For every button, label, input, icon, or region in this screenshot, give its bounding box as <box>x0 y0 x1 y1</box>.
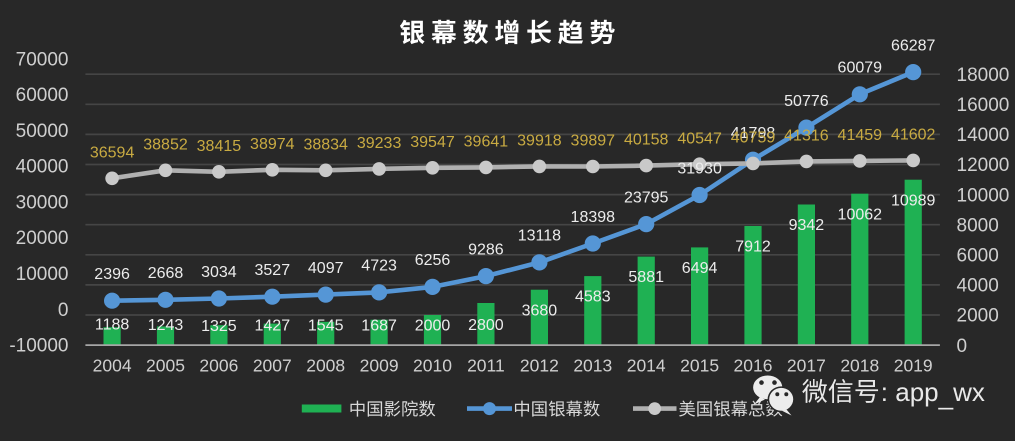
svg-text:0: 0 <box>957 336 968 357</box>
svg-text:2016: 2016 <box>734 356 773 376</box>
svg-text:13118: 13118 <box>518 228 561 245</box>
svg-text:10000: 10000 <box>957 185 1010 206</box>
svg-text:41459: 41459 <box>838 127 883 144</box>
svg-text:18000: 18000 <box>957 65 1010 86</box>
svg-text:41602: 41602 <box>891 127 936 144</box>
svg-text:10000: 10000 <box>16 264 69 285</box>
svg-text:6000: 6000 <box>957 246 999 267</box>
svg-text:4097: 4097 <box>308 260 344 277</box>
svg-text:3527: 3527 <box>255 262 291 279</box>
svg-text:39897: 39897 <box>571 133 616 150</box>
svg-text:5881: 5881 <box>628 269 664 286</box>
svg-text:8000: 8000 <box>957 215 999 236</box>
svg-text:38974: 38974 <box>250 136 295 153</box>
svg-text:2015: 2015 <box>680 356 719 376</box>
svg-text:7912: 7912 <box>735 239 771 256</box>
svg-text:23795: 23795 <box>624 189 669 206</box>
svg-text:2018: 2018 <box>840 356 879 376</box>
svg-text:39641: 39641 <box>464 134 509 151</box>
svg-text:-10000: -10000 <box>9 336 68 357</box>
svg-text:41316: 41316 <box>784 128 829 145</box>
svg-text:39918: 39918 <box>517 133 562 150</box>
svg-text:2014: 2014 <box>627 356 666 376</box>
svg-text:38415: 38415 <box>197 138 242 155</box>
svg-text:2007: 2007 <box>253 356 292 376</box>
svg-text:2008: 2008 <box>306 356 345 376</box>
svg-text:38834: 38834 <box>303 136 348 153</box>
svg-text:40547: 40547 <box>677 130 722 147</box>
svg-text:36594: 36594 <box>90 144 135 161</box>
svg-text:20000: 20000 <box>16 228 69 249</box>
svg-text:16000: 16000 <box>957 95 1010 116</box>
svg-text:31930: 31930 <box>677 160 722 177</box>
svg-text:2013: 2013 <box>573 356 612 376</box>
svg-text:2017: 2017 <box>787 356 826 376</box>
svg-text:2668: 2668 <box>148 265 184 282</box>
svg-text:2019: 2019 <box>894 356 933 376</box>
svg-text:: app_wx: : app_wx <box>881 377 985 411</box>
svg-text:1545: 1545 <box>308 318 344 335</box>
svg-text:2005: 2005 <box>146 356 185 376</box>
svg-text:3680: 3680 <box>522 302 558 319</box>
svg-text:1687: 1687 <box>361 318 397 335</box>
svg-text:3034: 3034 <box>201 264 237 281</box>
svg-text:4723: 4723 <box>361 258 397 275</box>
svg-text:12000: 12000 <box>957 155 1010 176</box>
svg-text:1243: 1243 <box>148 317 184 334</box>
svg-text:50776: 50776 <box>784 93 829 110</box>
svg-text:6494: 6494 <box>682 260 718 277</box>
svg-text:41798: 41798 <box>731 125 776 142</box>
svg-text:14000: 14000 <box>957 125 1010 146</box>
svg-text:6256: 6256 <box>415 252 451 269</box>
svg-text:38852: 38852 <box>143 136 188 153</box>
svg-text:4000: 4000 <box>957 276 999 297</box>
svg-text:40759: 40759 <box>731 130 776 147</box>
svg-text:66287: 66287 <box>891 37 936 54</box>
svg-text:10989: 10989 <box>891 192 936 209</box>
svg-text:2009: 2009 <box>360 356 399 376</box>
svg-text:30000: 30000 <box>16 192 69 213</box>
svg-text:2006: 2006 <box>199 356 238 376</box>
svg-text:1325: 1325 <box>201 318 237 335</box>
svg-text:39233: 39233 <box>357 135 402 152</box>
svg-text:2012: 2012 <box>520 356 559 376</box>
svg-text:9286: 9286 <box>468 241 504 258</box>
svg-text:1427: 1427 <box>255 318 291 335</box>
svg-text:60000: 60000 <box>16 85 69 106</box>
svg-text:2000: 2000 <box>415 318 451 335</box>
svg-text:10062: 10062 <box>838 206 883 223</box>
svg-text:40158: 40158 <box>624 132 669 149</box>
svg-text:18398: 18398 <box>571 209 616 226</box>
svg-text:2011: 2011 <box>467 356 505 376</box>
svg-text:0: 0 <box>58 300 69 321</box>
svg-text:2800: 2800 <box>468 317 504 334</box>
svg-text:60079: 60079 <box>838 60 883 77</box>
svg-text:2396: 2396 <box>94 266 130 283</box>
svg-text:50000: 50000 <box>16 121 69 142</box>
svg-text:40000: 40000 <box>16 157 69 178</box>
svg-text:2000: 2000 <box>957 306 999 327</box>
svg-text:1188: 1188 <box>95 317 130 334</box>
svg-text:2010: 2010 <box>413 356 452 376</box>
svg-text:70000: 70000 <box>16 49 69 70</box>
svg-text:4583: 4583 <box>575 289 611 306</box>
svg-text:39547: 39547 <box>410 134 455 151</box>
svg-text:9342: 9342 <box>789 217 825 234</box>
svg-text:2004: 2004 <box>93 356 132 376</box>
